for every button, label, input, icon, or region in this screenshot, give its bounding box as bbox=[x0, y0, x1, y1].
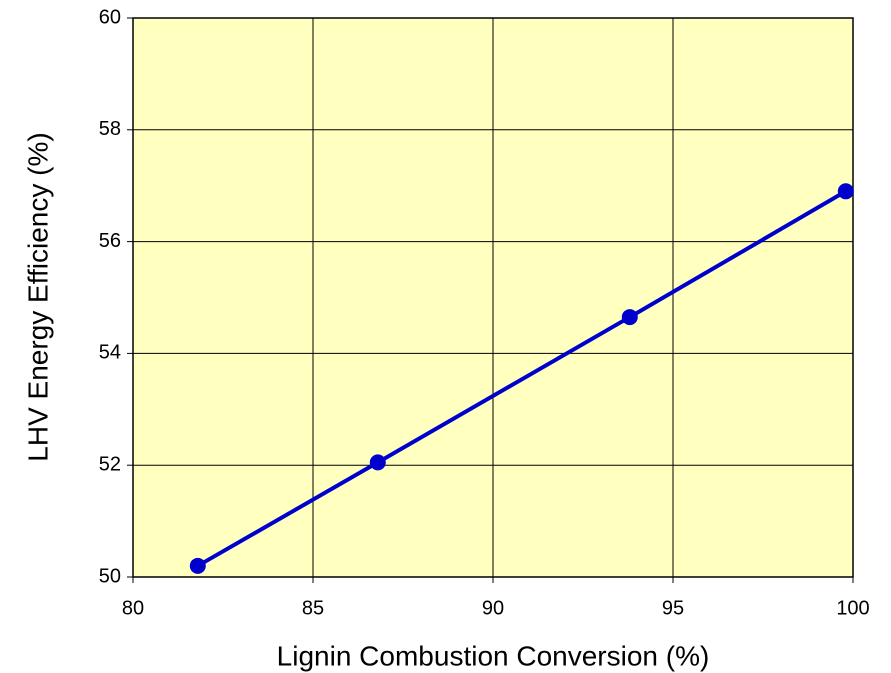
y-tick-label: 54 bbox=[99, 342, 121, 364]
data-point bbox=[369, 454, 386, 471]
y-tick-label: 60 bbox=[99, 6, 121, 28]
data-point bbox=[189, 557, 206, 574]
y-tick-label: 58 bbox=[99, 118, 121, 140]
data-point bbox=[837, 183, 854, 200]
x-tick-label: 100 bbox=[836, 597, 869, 619]
data-point bbox=[621, 309, 638, 326]
x-tick-label: 90 bbox=[482, 597, 504, 619]
y-tick-label: 56 bbox=[99, 230, 121, 252]
x-axis-label: Lignin Combustion Conversion (%) bbox=[277, 640, 710, 671]
x-tick-label: 95 bbox=[662, 597, 684, 619]
x-tick-label: 80 bbox=[122, 597, 144, 619]
plot-border bbox=[132, 17, 854, 578]
y-axis-label: LHV Energy Efficiency (%) bbox=[22, 132, 53, 461]
x-tick-label: 85 bbox=[302, 597, 324, 619]
data-line bbox=[196, 189, 847, 568]
y-tick-label: 52 bbox=[99, 453, 121, 475]
y-tick-label: 50 bbox=[99, 565, 121, 587]
